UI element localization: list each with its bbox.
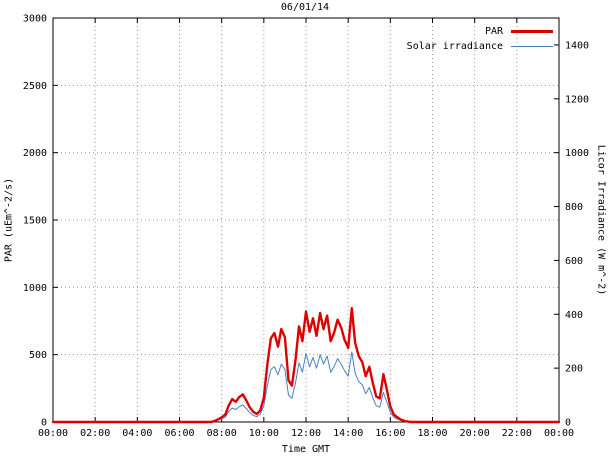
- y-right-tick-label: 1000: [565, 148, 589, 159]
- left-axis-label: PAR (uEm^-2/s): [3, 177, 15, 263]
- y-right-tick-label: 0: [565, 418, 571, 429]
- y-right-tick-label: 600: [565, 256, 583, 267]
- legend: PAR Solar irradiance: [407, 26, 553, 52]
- y-right-tick-label: 800: [565, 202, 583, 213]
- x-tick-label: 04:00: [122, 428, 152, 439]
- x-tick-label: 22:00: [502, 428, 532, 439]
- y-right-tick-label: 1400: [565, 40, 589, 51]
- y-right-tick-label: 200: [565, 364, 583, 375]
- chart-title: 06/01/14: [280, 2, 330, 13]
- y-left-tick-label: 1000: [23, 283, 47, 294]
- x-tick-label: 14:00: [333, 428, 363, 439]
- legend-row-solar-irradiance: Solar irradiance: [407, 41, 553, 52]
- x-tick-label: 00:00: [544, 428, 574, 439]
- par-line: [51, 307, 561, 424]
- y-left-tick-label: 2000: [23, 148, 47, 159]
- x-tick-label: 08:00: [207, 428, 237, 439]
- x-tick-label: 16:00: [375, 428, 405, 439]
- y-left-tick-label: 0: [41, 418, 47, 429]
- x-tick-label: 18:00: [417, 428, 447, 439]
- right-axis-label: Licor Irradiance (W m^-2): [595, 144, 607, 296]
- x-axis-label: Time GMT: [281, 444, 331, 455]
- legend-label-par: PAR: [484, 26, 503, 37]
- legend-label-solar-irradiance: Solar irradiance: [406, 41, 503, 52]
- y-left-tick-label: 1500: [23, 216, 47, 227]
- y-right-tick-label: 1200: [565, 94, 589, 105]
- x-tick-label: 10:00: [249, 428, 279, 439]
- x-tick-label: 02:00: [80, 428, 110, 439]
- x-tick-label: 00:00: [38, 428, 68, 439]
- y-right-tick-label: 400: [565, 310, 583, 321]
- legend-sample: [511, 46, 553, 47]
- y-left-tick-label: 500: [29, 350, 47, 361]
- y-left-tick-label: 3000: [23, 14, 47, 25]
- y-left-tick-label: 2500: [23, 81, 47, 92]
- legend-sample: [511, 30, 553, 33]
- x-tick-label: 20:00: [460, 428, 490, 439]
- legend-row-par: PAR: [485, 26, 553, 37]
- x-tick-label: 12:00: [291, 428, 321, 439]
- solar-irradiance-line: [52, 351, 560, 423]
- x-tick-label: 06:00: [164, 428, 194, 439]
